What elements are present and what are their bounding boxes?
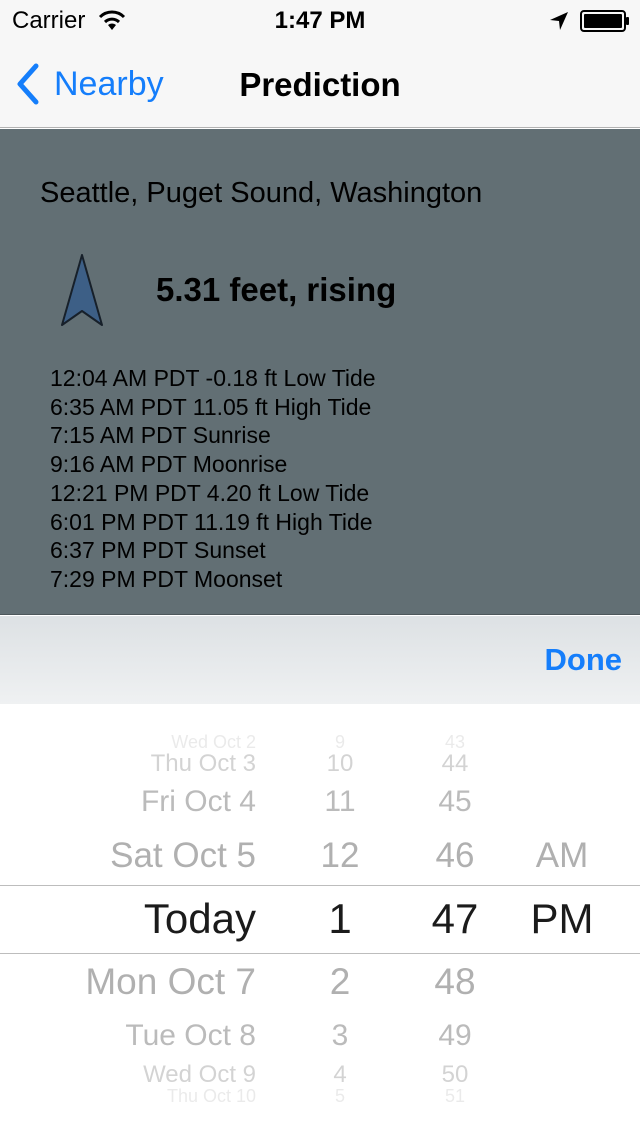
back-button-label: Nearby [54,64,164,103]
events-list: 12:04 AM PDT -0.18 ft Low Tide 6:35 AM P… [50,364,376,594]
event-item: 7:29 PM PDT Moonset [50,565,283,592]
current-tide-level: 5.31 feet, rising [156,271,397,308]
picker-option[interactable]: 46 [435,835,475,875]
event-item: 6:01 PM PDT 11.19 ft High Tide [50,508,373,535]
up-arrow-icon [61,254,103,326]
picker-option[interactable]: 4 [333,1061,347,1089]
picker-option[interactable]: Wed Oct 2 [171,731,256,752]
picker-option[interactable]: 9 [334,731,346,752]
back-button[interactable]: Nearby [14,62,164,106]
picker-option[interactable]: 3 [331,1018,349,1052]
picker-toolbar: Done [0,616,640,704]
event-item: 9:16 AM PDT Moonrise [50,451,288,478]
picker-option[interactable]: AM [535,835,589,875]
picker-option[interactable]: 10 [326,750,354,778]
battery-icon [580,10,629,32]
picker-option[interactable]: Tue Oct 8 [125,1018,256,1052]
event-item: 6:37 PM PDT Sunset [50,537,266,564]
day-column[interactable]: Wed Oct 2 Thu Oct 3 Fri Oct 4 Sat Oct 5 Toda… [0,704,256,1136]
page-title: Prediction [239,66,401,103]
ampm-column[interactable]: AM PM [512,704,612,1136]
chevron-left-icon [17,63,39,105]
event-item: 6:35 AM PDT 11.05 ft High Tide [50,393,372,420]
picker-option[interactable]: 1 [328,894,352,942]
picker-option[interactable]: 43 [444,731,466,752]
selection-line-top [0,885,640,886]
picker-option[interactable]: PM [530,894,594,942]
date-picker[interactable]: Wed Oct 2 Thu Oct 3 Fri Oct 4 Sat Oct 5 Toda… [0,704,640,1136]
station-name: Seattle, Puget Sound, Washington [40,177,483,209]
picker-option[interactable]: Wed Oct 9 [143,1061,256,1089]
minute-column[interactable]: 43 44 45 46 47 48 49 50 51 [410,704,500,1136]
picker-option[interactable]: 11 [324,784,356,818]
picker-option[interactable]: Thu Oct 3 [150,750,256,778]
wifi-icon [98,10,126,30]
navigation-bar: Nearby Prediction [0,40,640,128]
picker-option[interactable]: 12 [320,835,360,875]
picker-option[interactable]: Mon Oct 7 [85,960,256,1002]
picker-option[interactable]: 51 [444,1085,466,1106]
picker-option[interactable]: 2 [329,960,351,1002]
status-bar: Carrier 1:47 PM [0,0,640,40]
event-item: 12:04 AM PDT -0.18 ft Low Tide [50,365,376,391]
done-button[interactable]: Done [544,642,623,677]
picker-option[interactable]: 48 [434,960,476,1002]
hour-column[interactable]: 9 10 11 12 1 2 3 4 5 [300,704,380,1136]
picker-option[interactable]: 45 [438,784,472,818]
picker-option[interactable]: 50 [441,1061,469,1089]
picker-option[interactable]: Fri Oct 4 [140,784,256,818]
selection-line-bottom [0,953,640,954]
picker-option[interactable]: 44 [441,750,469,778]
event-item: 12:21 PM PDT 4.20 ft Low Tide [50,479,370,506]
picker-option[interactable]: 49 [438,1018,472,1052]
carrier-label: Carrier [12,7,86,34]
picker-option[interactable]: 47 [431,894,479,942]
picker-option[interactable]: Today [143,894,256,942]
status-time: 1:47 PM [274,7,366,34]
prediction-panel: Seattle, Puget Sound, Washington 5.31 fe… [0,129,640,615]
location-arrow-icon [550,12,568,30]
picker-option[interactable]: Sat Oct 5 [110,835,256,875]
picker-option[interactable]: Thu Oct 10 [166,1085,256,1106]
event-item: 7:15 AM PDT Sunrise [50,422,271,449]
picker-option[interactable]: 5 [334,1085,346,1106]
